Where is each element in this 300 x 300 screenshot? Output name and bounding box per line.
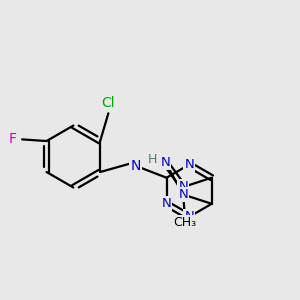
Text: F: F [9,132,17,146]
Text: N: N [130,159,140,173]
Text: CH₃: CH₃ [173,216,196,230]
Text: N: N [184,210,194,223]
Text: N: N [178,188,188,201]
Text: N: N [162,197,171,210]
Text: Cl: Cl [101,96,115,110]
Text: N: N [161,156,170,169]
Text: N: N [178,181,188,194]
Text: H: H [148,153,157,166]
Text: N: N [184,158,194,171]
